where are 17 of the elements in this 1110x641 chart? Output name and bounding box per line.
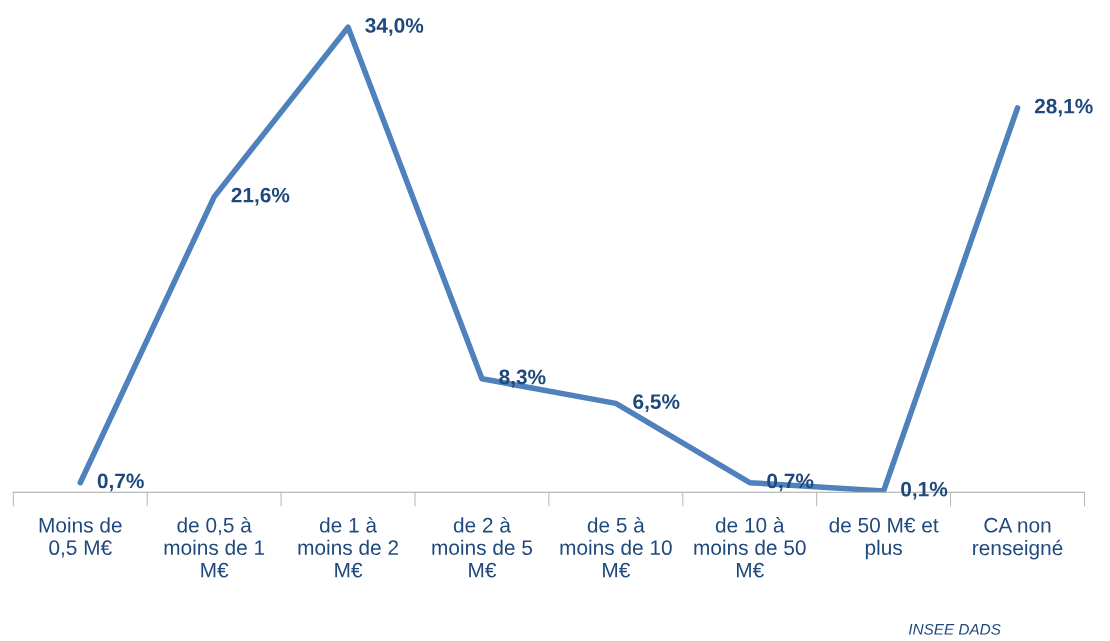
data-label: 0,7% bbox=[767, 473, 814, 492]
x-tick-label: Moins de 0,5 M€ bbox=[39, 517, 122, 558]
text: INSEE DADS bbox=[908, 623, 1001, 635]
x-tick-label: de 2 à moins de 5 M€ bbox=[432, 517, 533, 578]
x-tick-label: de 0,5 à moins de 1 M€ bbox=[164, 517, 265, 578]
x-tick-label: de 5 à moins de 10 M€ bbox=[560, 517, 672, 578]
data-label: 21,6% bbox=[231, 187, 290, 206]
x-tick-label: de 10 à moins de 50 M€ bbox=[694, 517, 806, 578]
data-label: 0,7% bbox=[97, 473, 144, 492]
x-tick-label: CA non renseigné bbox=[973, 517, 1063, 560]
data-label: 34,0% bbox=[365, 18, 424, 36]
data-label: 8,3% bbox=[499, 369, 546, 388]
data-label: 28,1% bbox=[1034, 98, 1093, 117]
x-tick-label: de 1 à moins de 2 M€ bbox=[298, 517, 398, 578]
data-label: 6,5% bbox=[633, 394, 680, 412]
data-label: 0,1% bbox=[901, 481, 948, 500]
x-tick-label: de 50 M€ et plus bbox=[829, 517, 939, 560]
